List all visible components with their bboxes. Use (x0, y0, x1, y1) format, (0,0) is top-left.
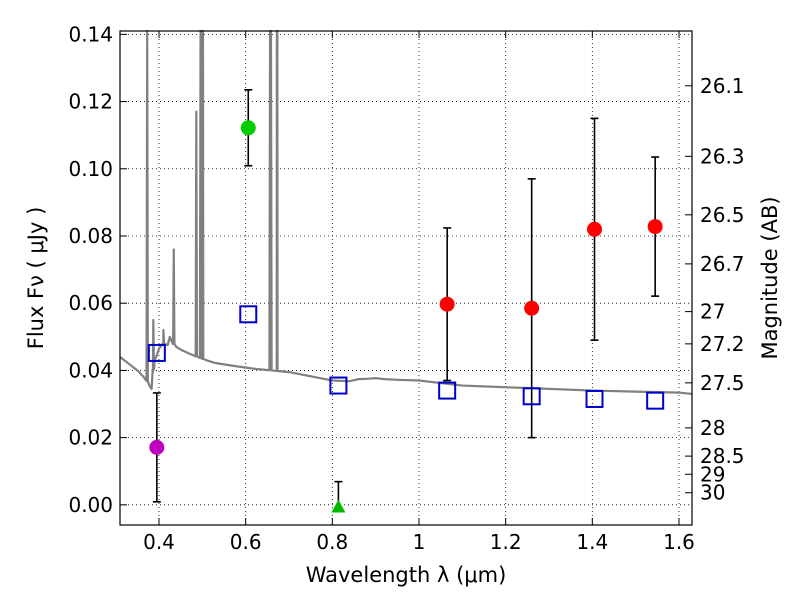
y-tick-label: 0.04 (68, 358, 113, 382)
y-tick-label: 0.00 (68, 493, 113, 517)
model-point (239, 305, 258, 324)
data-point (149, 439, 165, 455)
mag-tick-label: 28.5 (700, 444, 745, 468)
y-tick-label: 0.14 (68, 22, 113, 46)
model-point (522, 387, 541, 406)
x-tick-label: 1 (413, 530, 426, 554)
mag-tick-label: 29 (700, 462, 725, 486)
mag-tick-label: 30 (700, 481, 725, 505)
x-tick-label: 0.4 (143, 530, 175, 554)
model-point (438, 381, 457, 400)
mag-tick-label: 26.3 (700, 144, 745, 168)
mag-tick-label: 27.2 (700, 332, 745, 356)
model-point (147, 343, 166, 362)
y-tick-label: 0.08 (68, 224, 113, 248)
model-spectrum-line (119, 29, 693, 396)
limit-point (331, 499, 346, 513)
data-point (647, 219, 663, 235)
model-point (646, 391, 665, 410)
data-point (439, 296, 455, 312)
y-axis-label: Flux Fν ( μJy ) (24, 207, 48, 350)
axis-ticks: 0.4 0.6 0.8 1 1.2 1.4 1.6 0.00 0.02 0.04 0.06 0.08 0… (68, 22, 744, 554)
model-point (585, 389, 604, 408)
x-tick-label: 1.2 (490, 530, 522, 554)
mag-tick-label: 28 (700, 416, 725, 440)
y2-axis-label: Magnitude (AB) (758, 196, 782, 359)
model-spectrum (119, 29, 693, 396)
x-tick-label: 0.8 (316, 530, 348, 554)
x-tick-label: 1.4 (576, 530, 608, 554)
y-tick-label: 0.10 (68, 157, 113, 181)
model-point (329, 376, 348, 395)
x-tick-label: 0.6 (230, 530, 262, 554)
data-point (524, 300, 540, 316)
data-markers (147, 89, 665, 513)
data-point (240, 120, 256, 136)
mag-tick-label: 26.5 (700, 203, 745, 227)
data-point (587, 221, 602, 237)
x-axis-label: Wavelength λ (μm) (306, 563, 507, 587)
mag-tick-label: 27.5 (700, 371, 745, 395)
y-tick-label: 0.06 (68, 291, 113, 315)
plot-frame (119, 30, 693, 526)
y-tick-label: 0.02 (68, 426, 113, 450)
grid (120, 31, 692, 525)
mag-tick-label: 26.7 (700, 252, 745, 276)
x-tick-label: 1.6 (663, 530, 695, 554)
mag-tick-label: 26.1 (700, 74, 745, 98)
y-tick-label: 0.12 (68, 90, 113, 114)
mag-tick-label: 27 (700, 300, 725, 324)
